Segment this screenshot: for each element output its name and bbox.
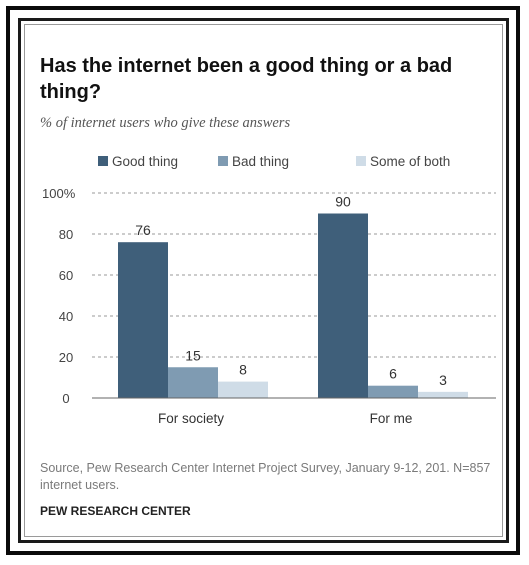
x-axis: For society For me bbox=[92, 397, 496, 426]
y-tick-label: 80 bbox=[59, 227, 73, 242]
legend-swatch bbox=[218, 156, 228, 166]
bars: 76 15 8 90 6 3 bbox=[118, 194, 468, 398]
legend-label: Bad thing bbox=[232, 154, 289, 169]
data-label: 90 bbox=[335, 194, 351, 210]
y-tick-label: 0 bbox=[62, 391, 69, 406]
y-tick-label: 20 bbox=[59, 350, 73, 365]
bar bbox=[168, 367, 218, 398]
inner-rule bbox=[24, 24, 503, 537]
data-label: 76 bbox=[135, 222, 151, 238]
y-axis: 0 20 40 60 80 100% bbox=[42, 186, 76, 406]
data-label: 6 bbox=[389, 366, 397, 382]
legend: Good thing Bad thing Some of both bbox=[98, 154, 450, 169]
organization-label: PEW RESEARCH CENTER bbox=[40, 504, 191, 518]
data-label: 15 bbox=[185, 347, 201, 363]
bar bbox=[218, 381, 268, 398]
legend-label: Good thing bbox=[112, 154, 178, 169]
data-label: 8 bbox=[239, 362, 247, 378]
y-tick-label: 40 bbox=[59, 309, 73, 324]
bar bbox=[118, 242, 168, 398]
bar bbox=[368, 385, 418, 398]
legend-swatch bbox=[98, 156, 108, 166]
bar bbox=[418, 391, 468, 398]
legend-swatch bbox=[356, 156, 366, 166]
y-tick-label: 100% bbox=[42, 186, 76, 201]
chart-subtitle: % of internet users who give these answe… bbox=[40, 115, 291, 131]
x-tick-label: For me bbox=[370, 411, 413, 426]
x-tick-label: For society bbox=[158, 411, 224, 426]
source-note: Source, Pew Research Center Internet Pro… bbox=[40, 461, 491, 492]
chart-title: Has the internet been a good thing or a … bbox=[40, 55, 453, 103]
inner-frame bbox=[18, 18, 509, 543]
y-tick-label: 60 bbox=[59, 268, 73, 283]
bar bbox=[318, 213, 368, 398]
legend-label: Some of both bbox=[370, 154, 450, 169]
data-label: 3 bbox=[439, 372, 447, 388]
